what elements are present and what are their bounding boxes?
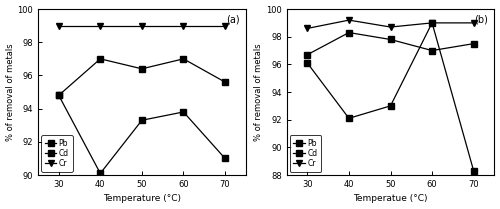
X-axis label: Temperature (°C): Temperature (°C): [103, 194, 181, 203]
Line: Cd: Cd: [304, 20, 476, 174]
Cr: [388, 26, 394, 28]
Pb: [346, 31, 352, 34]
Line: Cd: Cd: [56, 93, 228, 176]
Pb: [304, 54, 310, 56]
Pb: [222, 81, 228, 83]
Cr: [222, 24, 228, 27]
Cd: [180, 111, 186, 113]
Legend: Pb, Cd, Cr: Pb, Cd, Cr: [41, 135, 72, 172]
Line: Cr: Cr: [304, 17, 476, 31]
Cd: [429, 22, 435, 24]
Line: Pb: Pb: [304, 30, 476, 57]
Cd: [56, 94, 62, 97]
Cd: [388, 105, 394, 107]
Cr: [429, 22, 435, 24]
Cd: [304, 62, 310, 64]
Cd: [346, 117, 352, 120]
Legend: Pb, Cd, Cr: Pb, Cd, Cr: [290, 135, 321, 172]
Line: Cr: Cr: [56, 23, 228, 28]
Pb: [180, 58, 186, 60]
Pb: [139, 68, 145, 70]
Y-axis label: % of removal of metals: % of removal of metals: [254, 43, 263, 141]
Cr: [98, 24, 103, 27]
Pb: [98, 58, 103, 60]
Cr: [56, 24, 62, 27]
Text: (b): (b): [474, 14, 488, 24]
Cr: [139, 24, 145, 27]
Pb: [388, 38, 394, 41]
Cd: [470, 170, 476, 172]
Pb: [56, 94, 62, 97]
Cr: [346, 19, 352, 21]
Cr: [470, 22, 476, 24]
Line: Pb: Pb: [56, 56, 228, 98]
Cr: [304, 27, 310, 30]
Y-axis label: % of removal of metals: % of removal of metals: [6, 43, 15, 141]
Text: (a): (a): [226, 14, 239, 24]
Cd: [98, 172, 103, 175]
X-axis label: Temperatue (°C): Temperatue (°C): [353, 194, 428, 203]
Cr: [180, 24, 186, 27]
Pb: [429, 49, 435, 52]
Cd: [222, 157, 228, 160]
Cd: [139, 119, 145, 121]
Pb: [470, 42, 476, 45]
